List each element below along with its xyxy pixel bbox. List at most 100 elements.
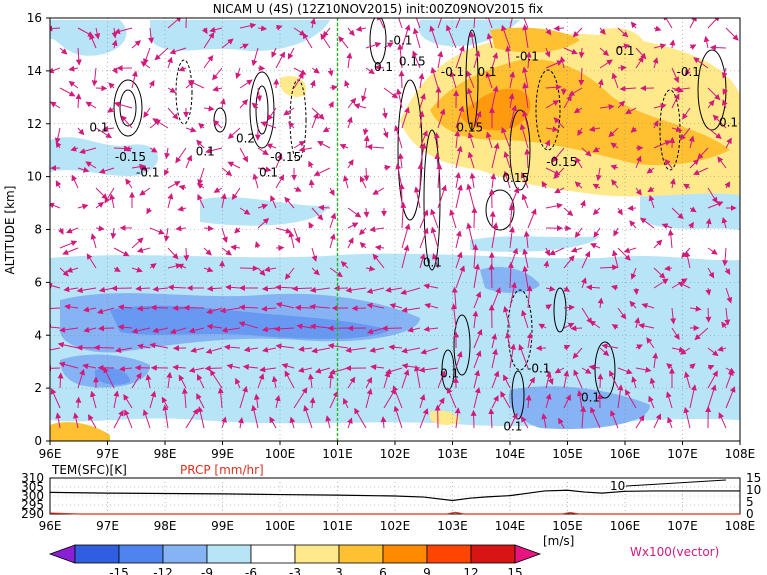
wind-vector — [288, 121, 295, 129]
wind-vector — [293, 186, 302, 192]
wind-vector — [239, 79, 253, 89]
wind-vector — [63, 286, 79, 293]
wind-vector — [68, 80, 79, 89]
wind-vector — [311, 207, 324, 221]
wind-vector — [485, 18, 493, 29]
wind-vector — [374, 244, 385, 251]
wind-vector — [697, 147, 709, 160]
wind-vector — [140, 165, 151, 172]
colorbar-segment — [426, 544, 472, 564]
wind-vector — [597, 297, 604, 309]
wind-vector — [198, 122, 205, 130]
wind-vector — [505, 45, 512, 69]
colorbar-tick-label: -9 — [201, 566, 213, 575]
colorbar-tick-label: -3 — [289, 566, 301, 575]
wind-vector — [57, 372, 64, 389]
wind-vector — [707, 18, 720, 29]
wind-vector — [293, 227, 301, 244]
wind-vector — [683, 406, 691, 429]
wind-vector — [419, 93, 426, 109]
wind-vector — [502, 305, 511, 329]
wind-vector — [76, 287, 97, 294]
wind-vector — [77, 203, 89, 210]
wind-vector — [430, 66, 439, 89]
wind-vector — [491, 85, 499, 109]
colorbar-tick-label: -15 — [109, 566, 129, 575]
wind-vector — [167, 18, 182, 29]
wind-vector — [473, 369, 480, 389]
wind-vector — [665, 391, 673, 409]
wind-vector — [275, 174, 285, 189]
wind-vector — [59, 47, 68, 55]
wind-vector — [298, 346, 313, 352]
wind-vector — [205, 147, 223, 154]
wind-vector — [679, 127, 691, 141]
wind-vector — [50, 324, 61, 331]
wind-vector — [257, 25, 268, 32]
wind-vector — [646, 337, 655, 349]
wind-vector — [274, 325, 295, 332]
wind-vector — [682, 107, 691, 120]
wind-vector — [124, 145, 133, 152]
wind-vector — [131, 372, 142, 389]
wind-vector — [611, 249, 619, 269]
wind-vector — [239, 385, 248, 409]
wind-vector — [167, 56, 173, 69]
wind-vector — [221, 38, 234, 49]
wind-vector — [635, 155, 642, 169]
wind-vector — [635, 414, 645, 429]
wind-vector — [94, 27, 101, 40]
wind-vector — [508, 93, 515, 109]
wind-vector — [412, 50, 421, 69]
wind-vector — [707, 267, 715, 279]
wind-vector — [617, 27, 629, 38]
temperature-tick: 300 — [21, 489, 44, 503]
wind-vector — [507, 261, 514, 289]
wind-vector — [275, 24, 283, 31]
wind-vector — [627, 205, 637, 212]
wind-vector — [412, 27, 421, 49]
wind-vector — [437, 50, 444, 69]
wind-vector — [339, 143, 349, 150]
wind-vector — [71, 174, 79, 189]
wind-vector — [693, 57, 709, 69]
wind-vector — [445, 24, 457, 49]
contour-label: -0.1 — [441, 65, 464, 79]
wind-vector — [113, 247, 130, 257]
wind-vector — [419, 393, 426, 409]
wind-vector — [55, 180, 62, 189]
colorbar-segment — [382, 544, 428, 564]
wind-vector — [673, 86, 691, 93]
wind-vector — [362, 127, 369, 136]
wind-vector — [473, 291, 482, 309]
wind-vector — [688, 135, 695, 149]
wind-vector — [541, 413, 548, 429]
wind-vector — [197, 167, 205, 186]
wind-vector — [545, 285, 556, 292]
wind-vector — [469, 31, 475, 49]
wind-vector — [377, 18, 385, 29]
wind-vector — [724, 267, 731, 275]
contour-label: 0.1 — [196, 144, 215, 158]
wind-vector — [59, 267, 69, 277]
wind-vector — [206, 307, 223, 314]
wind-vector — [308, 179, 315, 189]
wind-vector — [454, 171, 461, 189]
wind-vector — [401, 307, 421, 313]
wind-vector — [413, 186, 421, 209]
wind-vector — [263, 266, 277, 273]
wind-vector — [430, 226, 439, 249]
wind-vector — [273, 78, 280, 89]
wind-vector — [369, 226, 385, 233]
wind-vector — [684, 67, 691, 76]
wind-vector — [693, 167, 709, 175]
colorbar-segment — [514, 544, 542, 564]
wind-vector — [423, 283, 439, 290]
wind-vector — [563, 304, 575, 311]
wind-vector — [117, 324, 133, 331]
colorbar-segment — [294, 544, 340, 564]
wind-vector — [653, 103, 667, 110]
wind-vector — [581, 367, 592, 374]
wind-vector — [455, 251, 463, 269]
wind-vector — [568, 87, 583, 96]
